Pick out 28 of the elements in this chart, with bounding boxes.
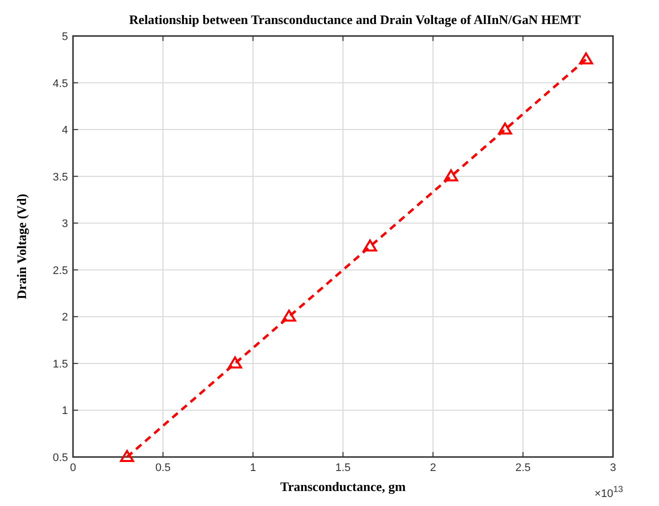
y-tick-label: 2 <box>62 312 68 324</box>
x-tick-label: 2 <box>430 462 436 474</box>
point <box>120 450 134 462</box>
y-tick-label: 5 <box>62 31 68 43</box>
point <box>498 122 512 135</box>
x-axis-title: Transconductance, gm <box>280 479 406 494</box>
y-tick-label: 1 <box>62 405 68 418</box>
y-tick-label: 0.5 <box>52 452 68 464</box>
y-tick-label: 3 <box>62 218 68 230</box>
x-tick-label: 1 <box>250 462 256 474</box>
point <box>444 169 458 182</box>
y-axis-title: Drain Voltage (Vd) <box>14 194 29 300</box>
x-tick-label: 0 <box>70 462 76 474</box>
x-tick-label: 3 <box>610 462 616 474</box>
y-tick-label: 3.5 <box>52 171 68 184</box>
y-tick-label: 1.5 <box>52 358 68 370</box>
chart-title: Relationship between Transconductance and Drain Voltage of AlInN/GaN HEMT <box>129 12 582 27</box>
x-tick-label: 1.5 <box>335 462 351 474</box>
point <box>282 310 296 322</box>
point <box>363 240 377 252</box>
y-tick-label: 4.5 <box>52 78 68 90</box>
point <box>228 356 242 368</box>
text: ×10$^{13}$ <box>594 484 624 500</box>
y-tick-label: 4 <box>62 124 68 137</box>
point <box>579 52 593 64</box>
x-tick-label: 2.5 <box>515 462 531 474</box>
y-tick-label: 2.5 <box>52 264 68 277</box>
x-tick-label: 0.5 <box>155 462 171 474</box>
